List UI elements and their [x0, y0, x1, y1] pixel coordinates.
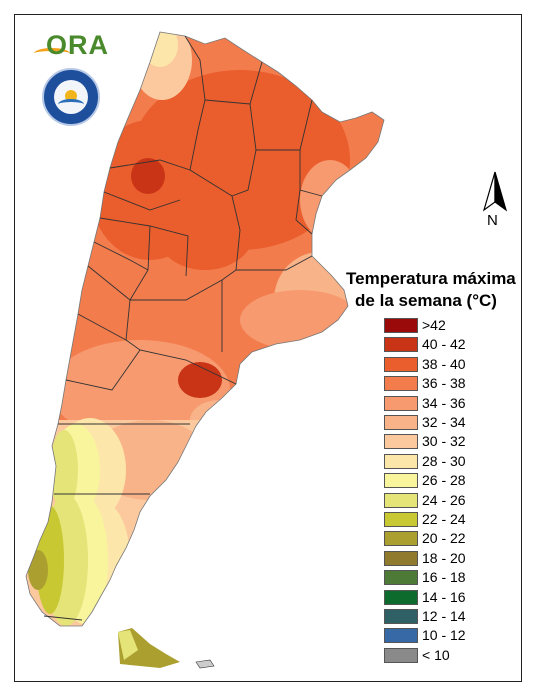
legend-swatch: [384, 492, 418, 508]
legend-item: 20 - 22: [384, 530, 514, 547]
legend-label: 32 - 34: [422, 414, 466, 430]
north-label: N: [487, 212, 498, 229]
legend-item: 12 - 14: [384, 608, 514, 625]
legend-label: 14 - 16: [422, 588, 466, 605]
legend-swatch: [384, 318, 418, 333]
legend-label: 20 - 22: [422, 530, 466, 547]
legend-item: < 10: [384, 646, 514, 664]
legend-label: 12 - 14: [422, 608, 466, 624]
legend-title-line1: Temperatura máxima: [346, 269, 516, 288]
legend-swatch: [384, 453, 418, 469]
legend-label: 38 - 40: [422, 355, 466, 372]
legend-label: 16 - 18: [422, 569, 466, 586]
legend-item: 22 - 24: [384, 511, 514, 528]
legend-swatch: [384, 512, 418, 527]
legend-item: 18 - 20: [384, 549, 514, 567]
legend-item: 30 - 32: [384, 433, 514, 450]
legend-label: 30 - 32: [422, 433, 466, 450]
legend-label: 10 - 12: [422, 627, 466, 644]
legend-swatch: [384, 473, 418, 489]
legend-item: 36 - 38: [384, 375, 514, 392]
legend-label: 34 - 36: [422, 394, 466, 411]
legend-item: 10 - 12: [384, 627, 514, 644]
north-arrow-icon: [482, 171, 508, 212]
legend-item: 38 - 40: [384, 355, 514, 373]
legend-label: 24 - 26: [422, 491, 466, 508]
legend-item: >42: [384, 317, 514, 334]
legend-swatch: [384, 376, 418, 392]
legend-swatch: [384, 550, 418, 566]
ora-swoosh: [34, 48, 70, 59]
ora-logo: ORA: [34, 28, 109, 62]
wave-icon: [58, 99, 84, 110]
legend-swatch: [384, 415, 418, 430]
legend-label: 18 - 20: [422, 549, 466, 566]
smn-seal-logo: [42, 68, 100, 126]
legend-swatch: [384, 395, 418, 411]
legend-swatch: [384, 434, 418, 450]
legend-swatch: [384, 531, 418, 547]
legend-swatch: [384, 589, 418, 605]
north-arrow: N: [478, 170, 512, 234]
province-boundaries: [43, 35, 323, 621]
legend-item: 28 - 30: [384, 452, 514, 470]
legend-label: 26 - 28: [422, 472, 466, 489]
legend-label: >42: [422, 317, 446, 333]
tierra-del-fuego: [118, 628, 180, 668]
legend-swatch: [384, 628, 418, 644]
legend-label: 40 - 42: [422, 336, 466, 353]
legend-title: Temperatura máxima de la semana (°C): [346, 268, 516, 312]
seal-center: [54, 80, 88, 114]
legend-swatch: [384, 570, 418, 586]
legend-item: 14 - 16: [384, 588, 514, 606]
legend-label: 36 - 38: [422, 375, 466, 392]
legend-item: 24 - 26: [384, 491, 514, 509]
legend-swatch: [384, 337, 418, 353]
legend-title-line2: de la semana (°C): [355, 291, 497, 310]
legend-item: 26 - 28: [384, 472, 514, 489]
legend-label: 28 - 30: [422, 452, 466, 469]
legend-swatch: [384, 647, 418, 663]
legend-item: 32 - 34: [384, 414, 514, 431]
legend-label: < 10: [422, 646, 450, 663]
legend-item: 40 - 42: [384, 336, 514, 353]
legend-item: 16 - 18: [384, 569, 514, 586]
legend-swatch: [384, 609, 418, 624]
legend-swatch: [384, 356, 418, 372]
legend-label: 22 - 24: [422, 511, 466, 527]
legend-item: 34 - 36: [384, 394, 514, 412]
argentina-outline: [25, 31, 385, 627]
ora-logo-text: ORA: [46, 30, 109, 60]
